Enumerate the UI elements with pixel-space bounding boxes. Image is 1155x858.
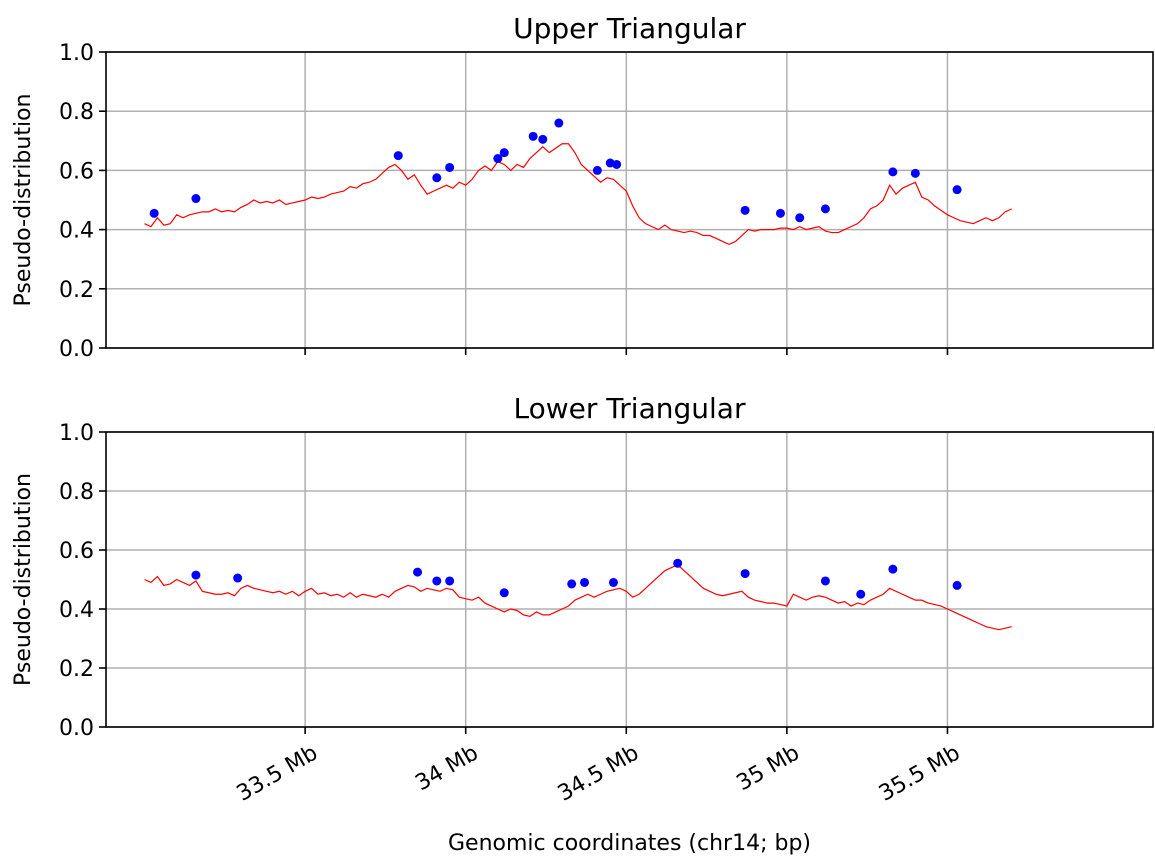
peak-marker	[528, 131, 538, 141]
peak-marker	[775, 208, 785, 218]
y-tick-label: 0.4	[59, 219, 94, 244]
peak-marker	[538, 134, 548, 144]
y-tick-label: 0.8	[59, 100, 94, 125]
y-tick-label: 0.2	[59, 657, 94, 682]
y-tick-label: 0.4	[59, 598, 94, 623]
y-axis-label: Pseudo-distribution	[11, 473, 36, 686]
y-tick-label: 1.0	[59, 421, 94, 446]
peak-marker	[856, 589, 866, 599]
peak-marker	[149, 208, 159, 218]
peak-marker	[820, 204, 830, 214]
peak-marker	[820, 576, 830, 586]
y-tick-label: 0.8	[59, 480, 94, 505]
panel-title: Lower Triangular	[514, 392, 746, 425]
peak-marker	[795, 213, 805, 223]
peak-marker	[445, 576, 455, 586]
peak-marker	[608, 577, 618, 587]
peak-marker	[413, 567, 423, 577]
pseudo-distribution-line	[144, 564, 1012, 631]
y-tick-label: 1.0	[59, 41, 94, 66]
peak-marker	[445, 162, 455, 172]
y-tick-label: 0.0	[59, 337, 94, 362]
peak-marker	[740, 569, 750, 579]
peak-marker	[393, 151, 403, 161]
peak-marker	[554, 118, 564, 128]
peak-marker	[612, 159, 622, 169]
y-tick-label: 0.6	[59, 159, 94, 184]
x-tick-label: 35.5 Mb	[875, 741, 965, 807]
panel-title: Upper Triangular	[513, 12, 746, 45]
peak-marker	[432, 173, 442, 183]
x-axis-label: Genomic coordinates (chr14; bp)	[448, 831, 811, 856]
x-tick-label: 34 Mb	[411, 741, 482, 797]
peak-marker	[499, 148, 509, 158]
peak-marker	[888, 564, 898, 574]
peak-marker	[952, 185, 962, 195]
peak-marker	[580, 577, 590, 587]
peak-marker	[910, 168, 920, 178]
peak-marker	[191, 570, 201, 580]
plot-frame	[105, 51, 1154, 349]
x-tick-label: 34.5 Mb	[554, 741, 644, 807]
peak-marker	[888, 167, 898, 177]
peak-marker	[493, 154, 503, 164]
y-axis-label: Pseudo-distribution	[11, 94, 36, 307]
y-tick-label: 0.6	[59, 539, 94, 564]
peak-marker	[191, 194, 201, 204]
peak-marker	[592, 165, 602, 175]
pseudo-distribution-line	[144, 143, 1012, 246]
y-tick-label: 0.0	[59, 716, 94, 741]
peak-marker	[673, 558, 683, 568]
x-tick-label: 33.5 Mb	[233, 741, 323, 807]
peak-marker	[233, 573, 243, 583]
peak-marker	[432, 576, 442, 586]
peak-marker	[740, 205, 750, 215]
peak-marker	[567, 579, 577, 589]
x-tick-label: 35 Mb	[733, 741, 804, 797]
y-tick-label: 0.2	[59, 278, 94, 303]
peak-marker	[952, 580, 962, 590]
peak-marker	[499, 588, 509, 598]
plot-frame	[105, 431, 1154, 728]
